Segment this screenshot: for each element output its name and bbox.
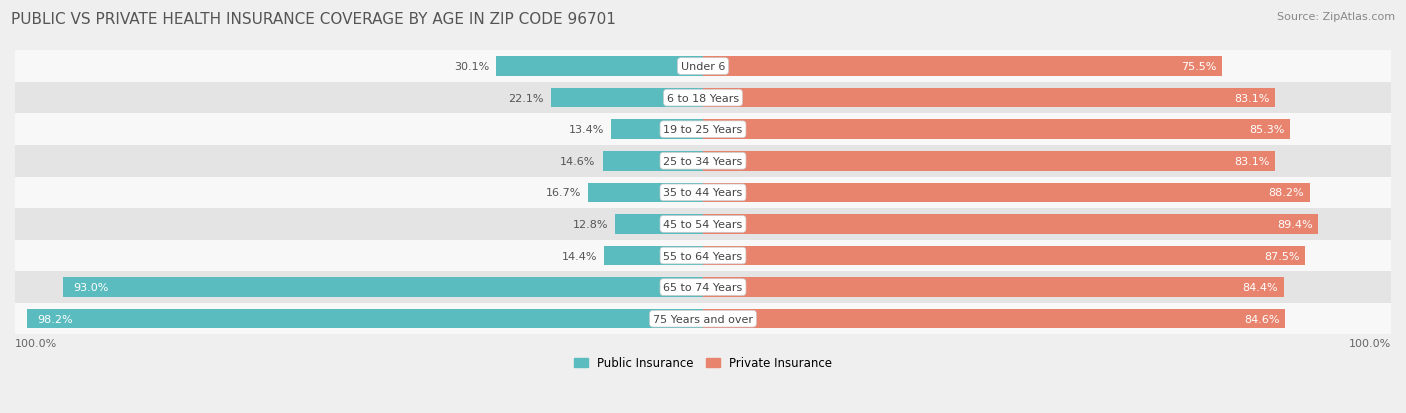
Text: 22.1%: 22.1%: [509, 93, 544, 103]
Bar: [605, 246, 703, 266]
Bar: [610, 120, 703, 140]
Text: 98.2%: 98.2%: [38, 314, 73, 324]
Bar: [27, 309, 703, 329]
Text: 25 to 34 Years: 25 to 34 Years: [664, 157, 742, 166]
Text: 45 to 54 Years: 45 to 54 Years: [664, 219, 742, 229]
Text: 89.4%: 89.4%: [1277, 219, 1313, 229]
Text: 14.6%: 14.6%: [561, 157, 596, 166]
Bar: [703, 120, 1289, 140]
Text: 35 to 44 Years: 35 to 44 Years: [664, 188, 742, 198]
Bar: [15, 177, 1391, 209]
Text: 30.1%: 30.1%: [454, 62, 489, 72]
Text: 19 to 25 Years: 19 to 25 Years: [664, 125, 742, 135]
Bar: [703, 183, 1310, 203]
Text: Source: ZipAtlas.com: Source: ZipAtlas.com: [1277, 12, 1395, 22]
Bar: [703, 152, 1275, 171]
Text: 87.5%: 87.5%: [1264, 251, 1299, 261]
Legend: Public Insurance, Private Insurance: Public Insurance, Private Insurance: [574, 356, 832, 370]
Bar: [15, 146, 1391, 177]
Text: 100.0%: 100.0%: [1348, 338, 1391, 349]
Text: 83.1%: 83.1%: [1234, 93, 1270, 103]
Text: 84.6%: 84.6%: [1244, 314, 1279, 324]
Text: 85.3%: 85.3%: [1249, 125, 1284, 135]
Text: 75.5%: 75.5%: [1181, 62, 1218, 72]
Text: 65 to 74 Years: 65 to 74 Years: [664, 282, 742, 292]
Text: 75 Years and over: 75 Years and over: [652, 314, 754, 324]
Bar: [551, 89, 703, 108]
Bar: [614, 215, 703, 234]
Text: 6 to 18 Years: 6 to 18 Years: [666, 93, 740, 103]
Bar: [703, 278, 1284, 297]
Bar: [15, 83, 1391, 114]
Text: 83.1%: 83.1%: [1234, 157, 1270, 166]
Bar: [15, 51, 1391, 83]
Text: 100.0%: 100.0%: [15, 338, 58, 349]
Bar: [703, 246, 1305, 266]
Bar: [496, 57, 703, 77]
Text: 13.4%: 13.4%: [568, 125, 605, 135]
Bar: [15, 209, 1391, 240]
Text: 55 to 64 Years: 55 to 64 Years: [664, 251, 742, 261]
Text: 84.4%: 84.4%: [1243, 282, 1278, 292]
Bar: [15, 303, 1391, 335]
Text: PUBLIC VS PRIVATE HEALTH INSURANCE COVERAGE BY AGE IN ZIP CODE 96701: PUBLIC VS PRIVATE HEALTH INSURANCE COVER…: [11, 12, 616, 27]
Text: Under 6: Under 6: [681, 62, 725, 72]
Bar: [703, 309, 1285, 329]
Bar: [703, 215, 1317, 234]
Bar: [588, 183, 703, 203]
Text: 16.7%: 16.7%: [546, 188, 581, 198]
Text: 93.0%: 93.0%: [73, 282, 108, 292]
Bar: [603, 152, 703, 171]
Bar: [15, 240, 1391, 272]
Bar: [63, 278, 703, 297]
Text: 12.8%: 12.8%: [572, 219, 607, 229]
Text: 14.4%: 14.4%: [561, 251, 598, 261]
Bar: [703, 89, 1275, 108]
Bar: [15, 114, 1391, 146]
Text: 88.2%: 88.2%: [1268, 188, 1305, 198]
Bar: [15, 272, 1391, 303]
Bar: [703, 57, 1222, 77]
